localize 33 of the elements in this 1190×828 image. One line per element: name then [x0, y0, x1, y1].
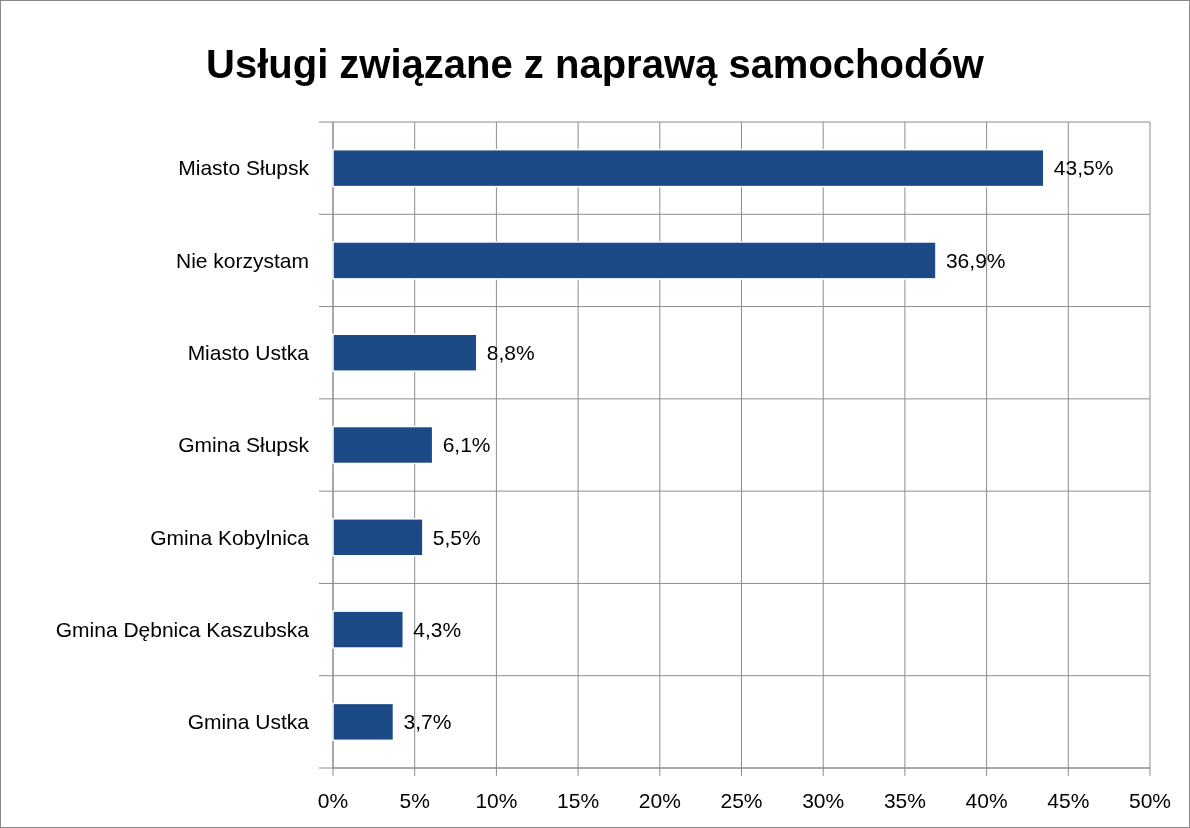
x-tick-label: 50%: [1128, 789, 1172, 812]
x-tick-label: 45%: [1047, 789, 1090, 812]
y-tick-label: Nie korzystam: [175, 248, 309, 272]
y-tick-label: Miasto Ustka: [187, 341, 310, 365]
x-tick-label: 30%: [802, 789, 845, 812]
x-tick-label: 35%: [883, 789, 926, 812]
bar: [332, 241, 937, 280]
x-tick-label: 25%: [720, 789, 763, 812]
y-tick-label: Miasto Słupsk: [178, 156, 310, 180]
y-tick-label: Gmina Dębnica Kaszubska: [55, 617, 310, 641]
bar: [332, 610, 405, 649]
bar: [332, 425, 434, 465]
chart-title: Usługi związane z naprawą samochodów: [206, 42, 985, 86]
data-label: 43,5%: [1053, 156, 1114, 180]
x-tick-label: 15%: [557, 789, 600, 812]
x-tick-label: 0%: [317, 789, 349, 812]
y-tick-label: Gmina Słupsk: [178, 433, 310, 457]
data-label: 4,3%: [413, 617, 462, 641]
y-tick-label: Gmina Kobylnica: [150, 525, 310, 549]
x-tick-label: 10%: [475, 789, 518, 812]
x-tick-label: 40%: [965, 789, 1008, 812]
y-tick-label: Gmina Ustka: [187, 710, 310, 734]
bar: [332, 333, 478, 372]
bar: [332, 702, 395, 742]
bar: [332, 518, 424, 557]
data-label: 6,1%: [442, 433, 491, 457]
x-tick-label: 20%: [638, 789, 681, 812]
data-label: 36,9%: [945, 248, 1006, 272]
x-tick-label: 5%: [399, 789, 430, 812]
data-label: 8,8%: [486, 341, 535, 365]
data-label: 3,7%: [403, 710, 452, 734]
data-label: 5,5%: [432, 525, 481, 549]
bar: [332, 148, 1045, 188]
